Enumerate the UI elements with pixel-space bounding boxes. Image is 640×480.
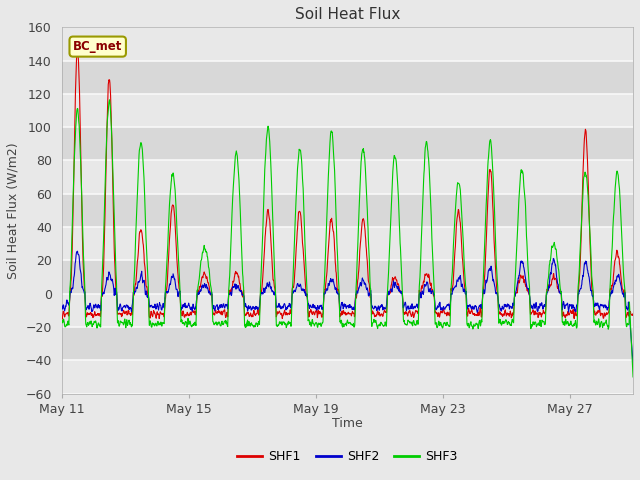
Bar [61,327,633,360]
Bar [61,227,633,260]
Bar [61,260,633,294]
Bar [61,27,633,60]
Bar [61,60,633,94]
Bar [61,160,633,194]
Title: Soil Heat Flux: Soil Heat Flux [294,7,400,22]
Bar [61,194,633,227]
Bar [61,360,633,394]
Y-axis label: Soil Heat Flux (W/m2): Soil Heat Flux (W/m2) [7,142,20,279]
Bar [61,127,633,160]
X-axis label: Time: Time [332,417,363,430]
Bar [61,94,633,127]
Legend: SHF1, SHF2, SHF3: SHF1, SHF2, SHF3 [232,445,463,468]
Bar [61,294,633,327]
Text: BC_met: BC_met [73,40,122,53]
